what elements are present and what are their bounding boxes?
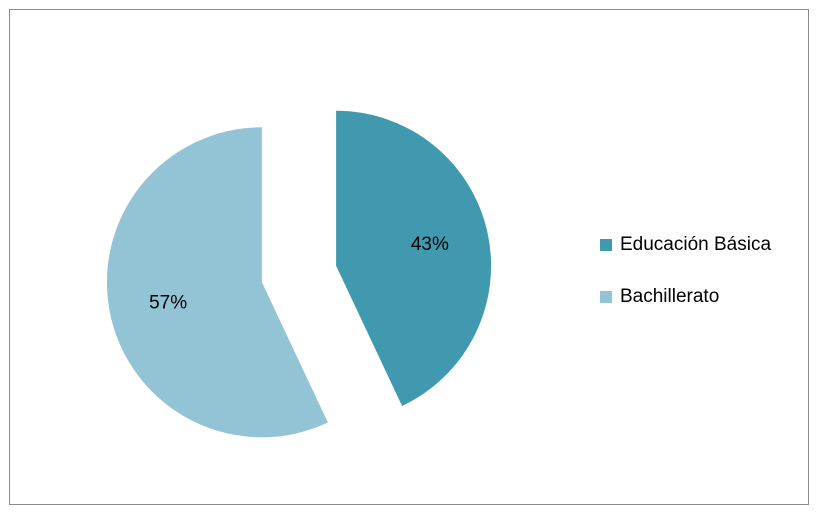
chart-legend: Educación Básica Bachillerato [600,232,771,336]
chart-frame: 43% 57% Educación Básica Bachillerato [9,9,809,505]
legend-swatch-bachillerato [600,291,612,303]
pie-slice-bachillerato [106,127,328,438]
data-label-educacion-basica: 43% [411,234,449,255]
pie-chart: 43% 57% [106,110,492,438]
pie-slice-educacion-basica [336,110,492,406]
data-label-bachillerato: 57% [149,292,187,313]
legend-item-bachillerato: Bachillerato [600,284,771,310]
legend-swatch-educacion-basica [600,239,612,251]
legend-item-educacion-basica: Educación Básica [600,232,771,258]
legend-label-educacion-basica: Educación Básica [620,234,772,255]
legend-label-bachillerato: Bachillerato [620,286,720,307]
